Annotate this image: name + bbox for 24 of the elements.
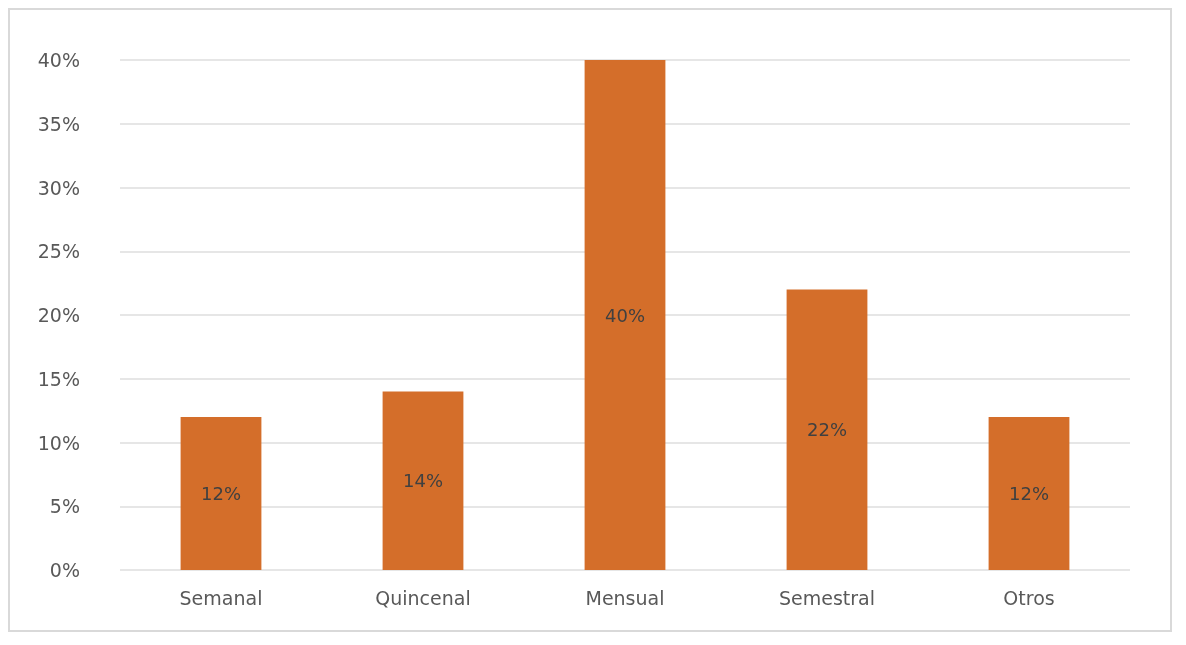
bar (988, 417, 1070, 570)
bar (382, 391, 464, 570)
x-tick-label: Mensual (585, 586, 665, 609)
data-label: 12% (1008, 483, 1050, 504)
bar (786, 289, 868, 570)
y-tick-label: 35% (37, 112, 80, 135)
data-label: 14% (402, 470, 444, 492)
x-tick-label: Semestral (778, 586, 876, 609)
y-tick-label: 5% (49, 495, 80, 518)
y-tick-label: 10% (37, 431, 80, 454)
y-tick-label: 25% (37, 240, 80, 263)
data-label: 40% (604, 304, 646, 326)
x-tick-label: Semanal (179, 586, 263, 609)
y-tick-label: 0% (49, 559, 80, 581)
data-label: 12% (200, 483, 242, 504)
data-label: 22% (806, 419, 848, 441)
x-tick-label: Otros (1003, 586, 1055, 609)
x-tick-label: Quincenal (375, 586, 471, 609)
y-tick-label: 40% (37, 49, 80, 71)
y-tick-label: 30% (37, 176, 80, 199)
bar (584, 60, 666, 570)
y-tick-label: 15% (37, 367, 80, 390)
bar (180, 417, 262, 570)
y-tick-label: 20% (37, 304, 80, 326)
